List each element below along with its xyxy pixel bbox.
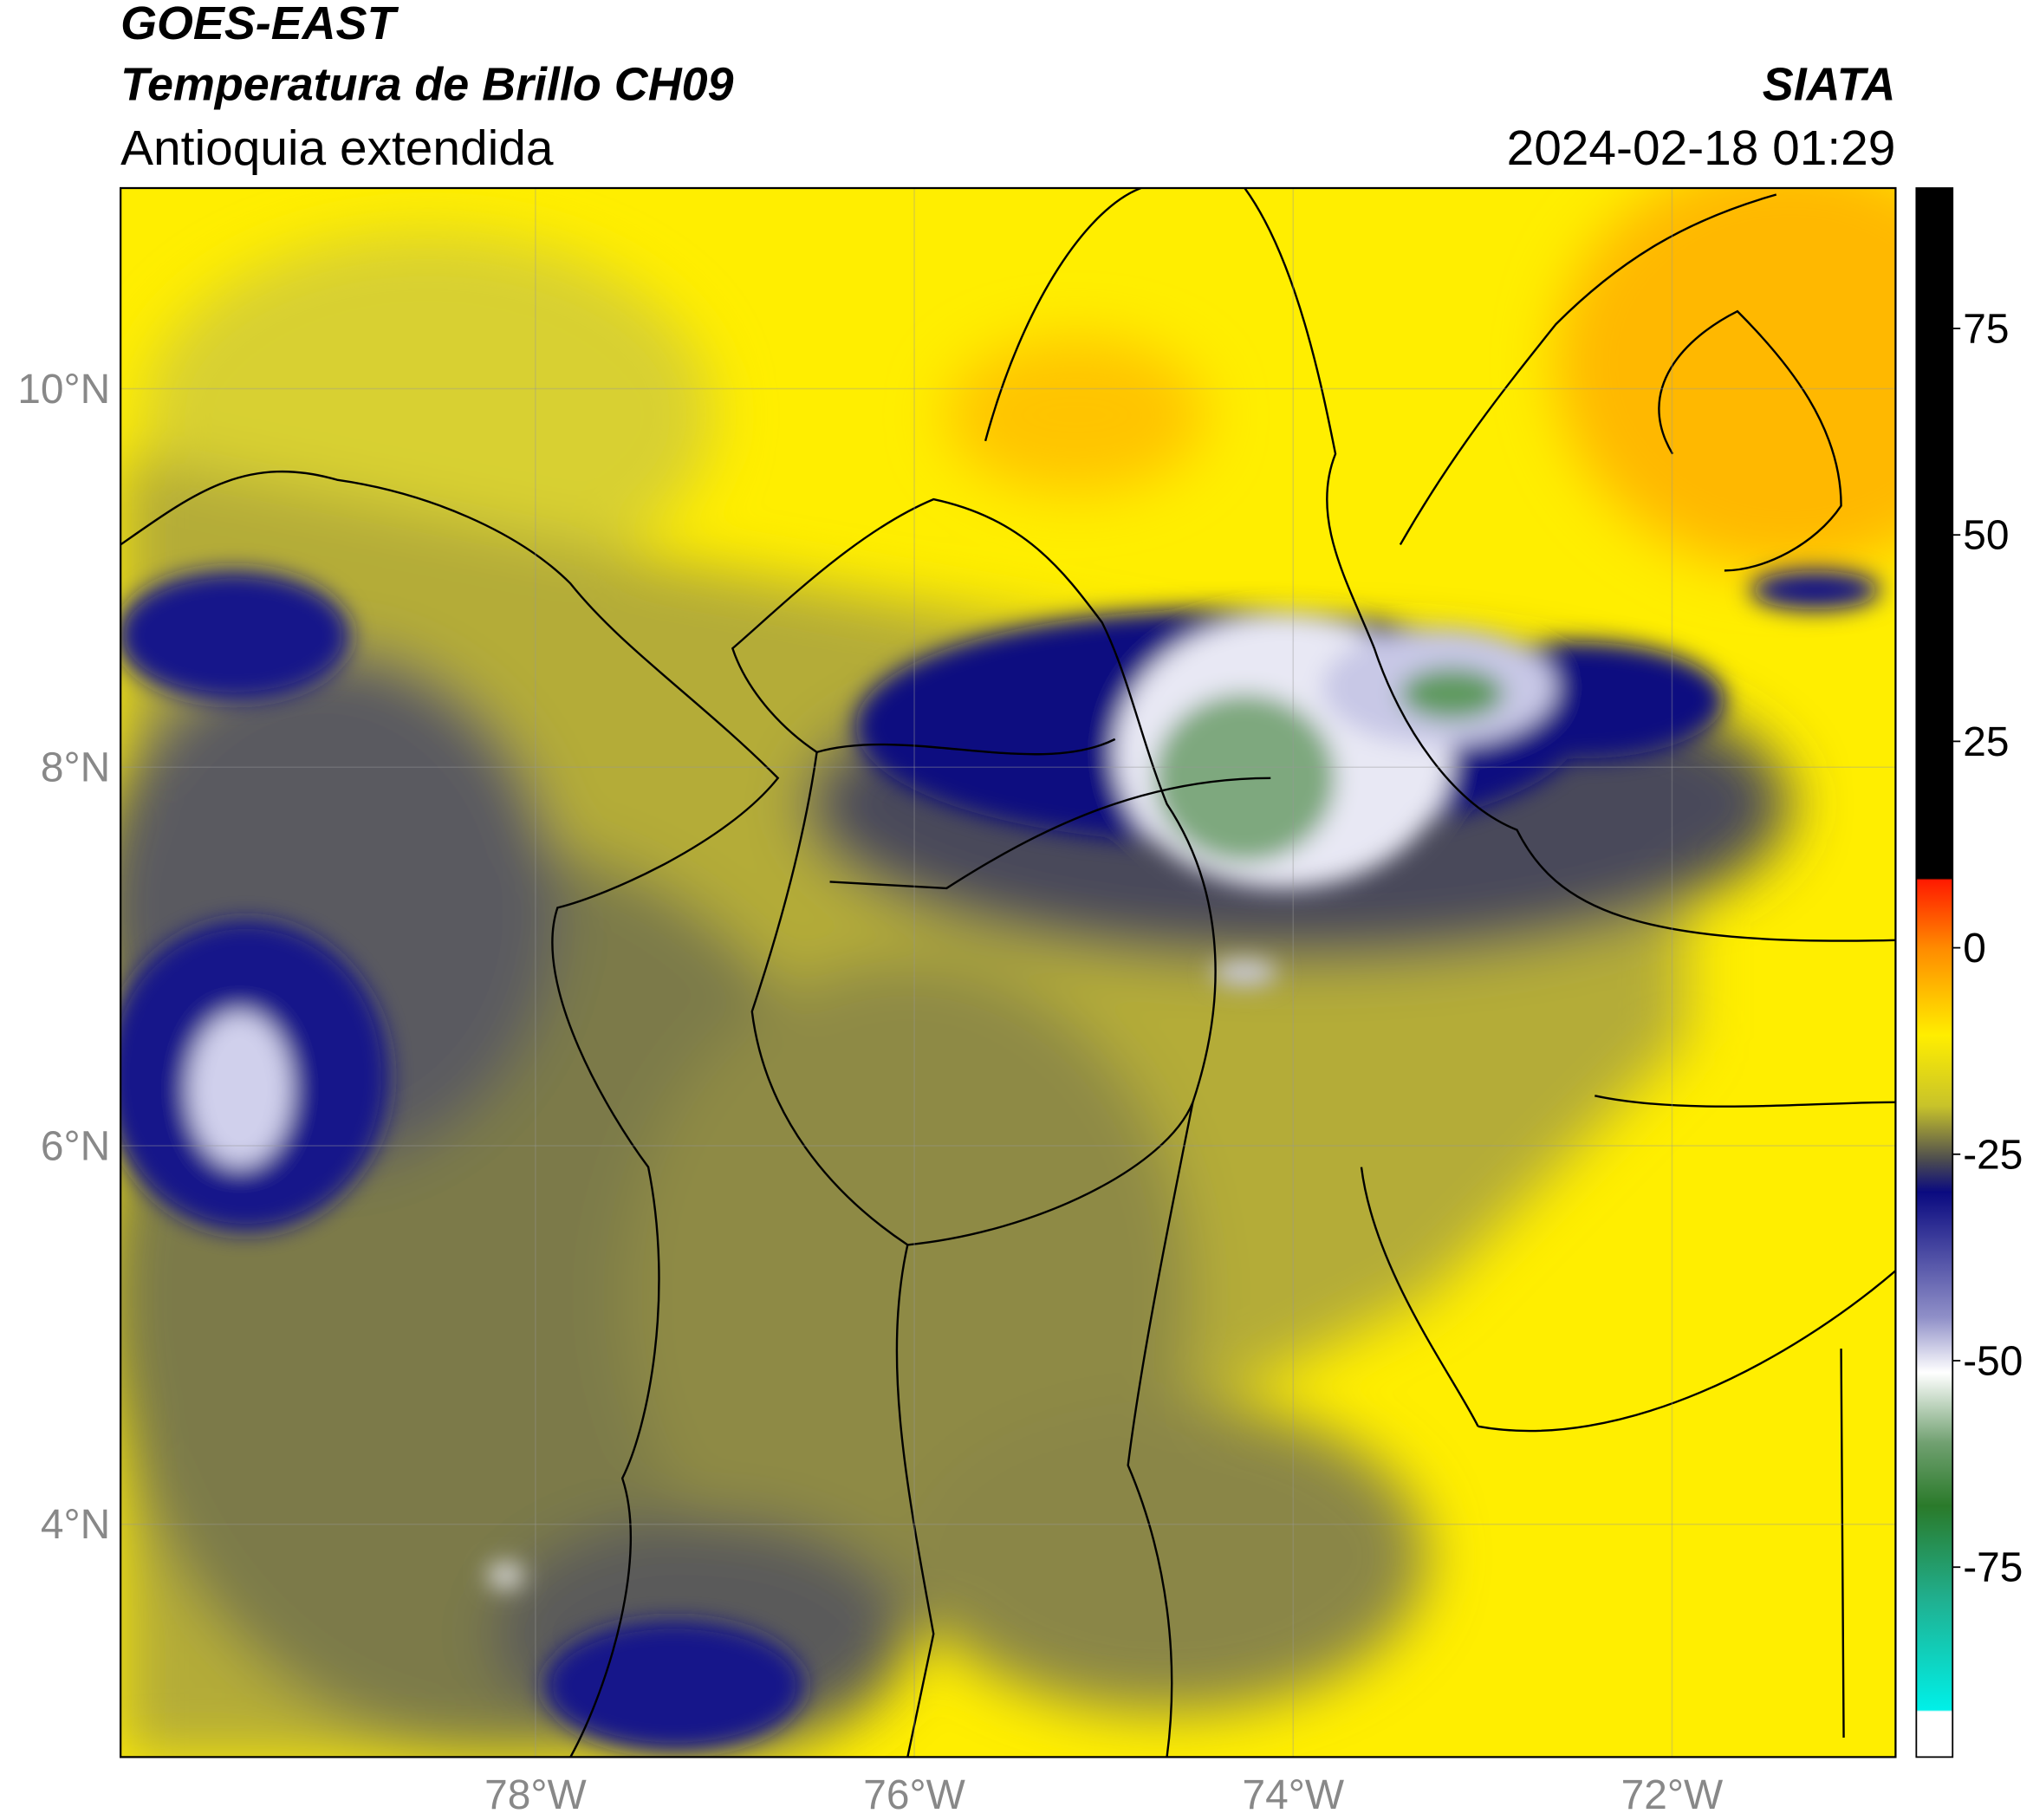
- colorbar-tick-label: 0: [1963, 926, 1986, 972]
- x-tick-label: 76°W: [863, 1772, 965, 1818]
- colorbar-tick-label: 25: [1963, 719, 2009, 765]
- colorbar-tick-label: -50: [1963, 1338, 2023, 1384]
- y-tick-label: 10°N: [17, 367, 110, 413]
- x-tick-label: 78°W: [484, 1772, 587, 1818]
- map-image: [120, 188, 1896, 1758]
- map-frame: [120, 186, 1897, 1758]
- colorbar-tick-label: 50: [1963, 513, 2009, 559]
- datetime: 2024-02-18 01:29: [1507, 121, 1896, 176]
- colorbar: [1915, 187, 1954, 1758]
- subtitle: Temperatura de Brillo CH09: [120, 58, 733, 110]
- x-tick-label: 72°W: [1621, 1772, 1724, 1818]
- grid: [120, 188, 1896, 1758]
- y-tick-label: 6°N: [41, 1123, 110, 1169]
- region: Antioquia extendida: [120, 121, 554, 176]
- y-tick-label: 4°N: [41, 1502, 110, 1548]
- colorbar-tick-label: -75: [1963, 1545, 2023, 1591]
- colorbar-tick-label: 75: [1963, 306, 2009, 352]
- colorbar-tick-label: -25: [1963, 1132, 2023, 1178]
- x-tick-label: 74°W: [1242, 1772, 1344, 1818]
- borders: [120, 188, 1896, 1758]
- cloud: [120, 570, 1880, 1751]
- y-tick-label: 8°N: [41, 745, 110, 791]
- source: SIATA: [1763, 58, 1896, 110]
- title: GOES-EAST: [120, 0, 399, 49]
